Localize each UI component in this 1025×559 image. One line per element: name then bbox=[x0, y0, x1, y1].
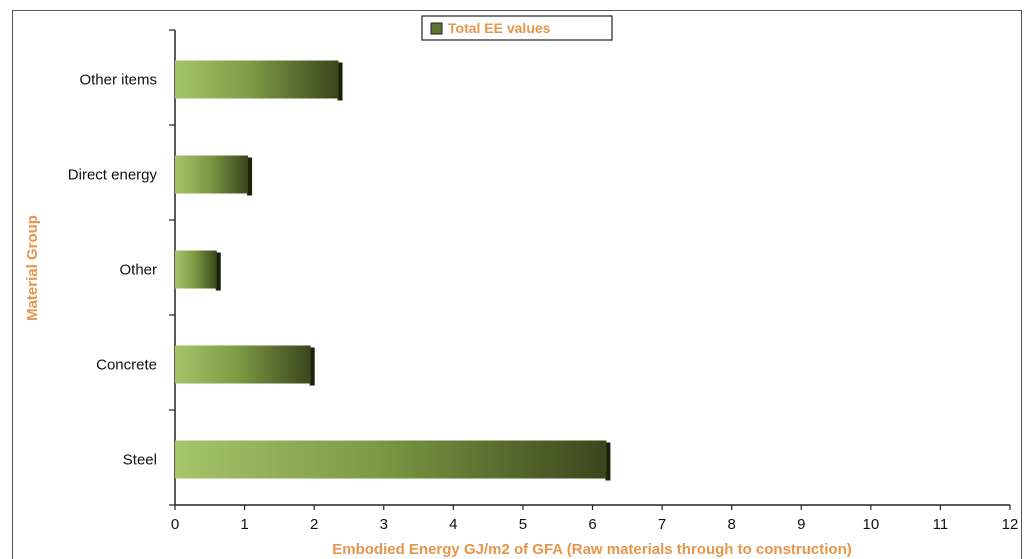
x-tick-label: 12 bbox=[1002, 516, 1019, 533]
bar-concrete bbox=[175, 345, 311, 384]
x-tick-label: 4 bbox=[449, 516, 457, 533]
bar-side-direct-energy bbox=[247, 157, 253, 196]
category-label: Steel bbox=[123, 452, 157, 469]
x-tick-label: 3 bbox=[380, 516, 388, 533]
category-label: Other bbox=[119, 262, 157, 279]
x-tick-label: 5 bbox=[519, 516, 527, 533]
category-labels: Steel Concrete Other Direct energy Other ite… bbox=[68, 72, 158, 469]
category-label: Direct energy bbox=[68, 167, 158, 184]
y-axis-title: Material Group bbox=[24, 215, 41, 321]
bar-side-steel bbox=[605, 442, 611, 481]
axes bbox=[169, 29, 1010, 506]
bar-direct-energy bbox=[175, 155, 249, 194]
x-tick-label: 7 bbox=[658, 516, 666, 533]
x-tick-label: 9 bbox=[797, 516, 805, 533]
bars bbox=[175, 60, 611, 481]
category-label: Concrete bbox=[96, 357, 157, 374]
bar-side-other bbox=[215, 252, 221, 291]
x-tick-label: 2 bbox=[310, 516, 318, 533]
x-tick-label: 11 bbox=[933, 516, 949, 533]
legend-swatch bbox=[430, 22, 443, 35]
x-tick-label: 8 bbox=[727, 516, 735, 533]
x-ticks: 0 1 2 3 4 5 6 7 8 9 10 11 12 bbox=[171, 505, 1019, 533]
x-tick-label: 6 bbox=[588, 516, 596, 533]
bar-other bbox=[175, 250, 217, 289]
x-axis-title: Embodied Energy GJ/m2 of GFA (Raw materi… bbox=[332, 541, 852, 558]
x-tick-label: 1 bbox=[240, 516, 248, 533]
legend-label: Total EE values bbox=[448, 20, 551, 36]
bar-side-concrete bbox=[309, 347, 315, 386]
bar-steel bbox=[175, 440, 607, 479]
bar-side-other-items bbox=[337, 62, 343, 101]
legend: Total EE values bbox=[421, 15, 613, 41]
x-tick-label: 0 bbox=[171, 516, 179, 533]
category-label: Other items bbox=[79, 72, 157, 89]
bar-other-items bbox=[175, 60, 339, 99]
x-tick-label: 10 bbox=[862, 516, 879, 533]
legend-box bbox=[421, 15, 613, 41]
